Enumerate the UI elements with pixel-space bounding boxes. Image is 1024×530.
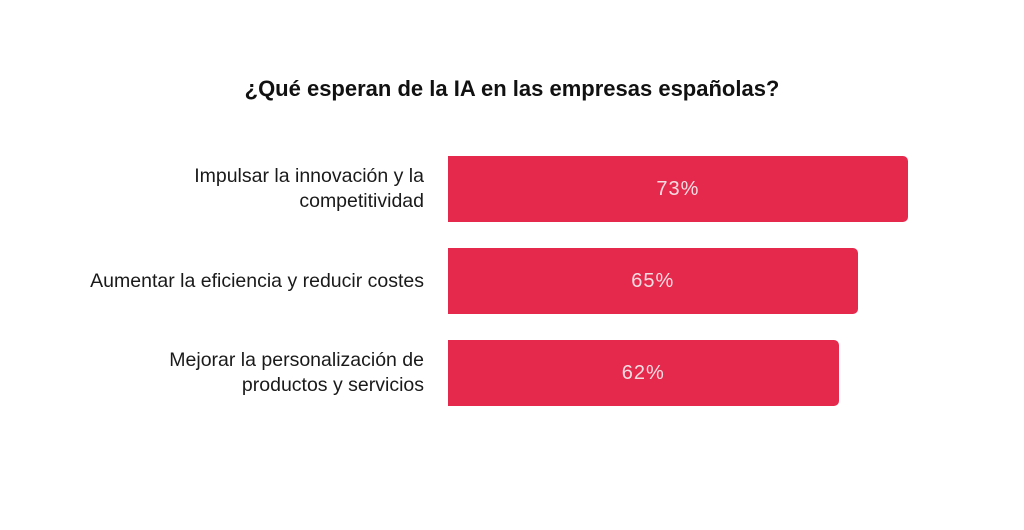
category-label: Aumentar la eficiencia y reducir costes	[90, 269, 424, 292]
value-label: 62%	[621, 361, 665, 384]
bar: 73%	[448, 156, 908, 222]
bar: 62%	[448, 340, 839, 406]
bar-row: Impulsar la innovación y la competitivid…	[0, 156, 1024, 222]
bar-row: Aumentar la eficiencia y reducir costes 6…	[0, 248, 1024, 314]
chart-title: ¿Qué esperan de la IA en las empresas es…	[244, 76, 780, 101]
category-label: Mejorar la personalización de productos …	[169, 349, 424, 396]
bar-row: Mejorar la personalización de productos …	[0, 340, 1024, 406]
value-label: 73%	[656, 177, 700, 200]
value-label: 65%	[631, 269, 675, 292]
category-label: Impulsar la innovación y la competitivid…	[194, 165, 424, 212]
bar: 65%	[448, 248, 858, 314]
